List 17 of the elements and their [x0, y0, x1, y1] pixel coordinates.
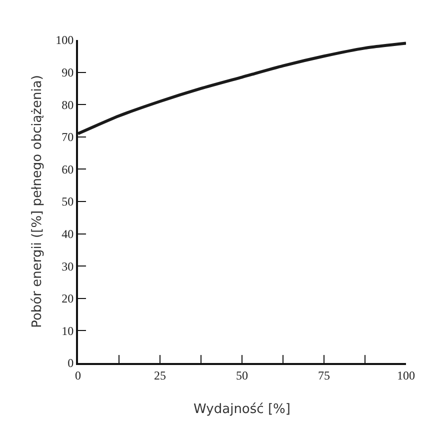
x-tick-label: 100 — [397, 368, 415, 382]
y-tick-label: 80 — [62, 98, 74, 112]
x-tick-label: 50 — [236, 368, 248, 382]
y-tick-label: 10 — [62, 324, 74, 338]
x-tick-label: 25 — [154, 368, 166, 382]
y-axis-title: Pobór energii ([%] pełnego obciążenia) — [30, 75, 45, 328]
y-tick-label: 70 — [62, 130, 74, 144]
y-tick-label: 20 — [62, 292, 74, 306]
y-tick-label: 0 — [68, 356, 74, 370]
x-axis-title: Wydajność [%] — [194, 402, 290, 417]
y-tick-label: 90 — [62, 66, 74, 80]
y-tick-label: 100 — [56, 33, 74, 48]
y-tick-label: 50 — [62, 194, 74, 209]
y-tick-label: 60 — [62, 162, 74, 176]
y-tick-label: 30 — [62, 259, 74, 274]
y-tick-label: 40 — [62, 227, 74, 241]
x-tick-label: 75 — [318, 368, 330, 382]
